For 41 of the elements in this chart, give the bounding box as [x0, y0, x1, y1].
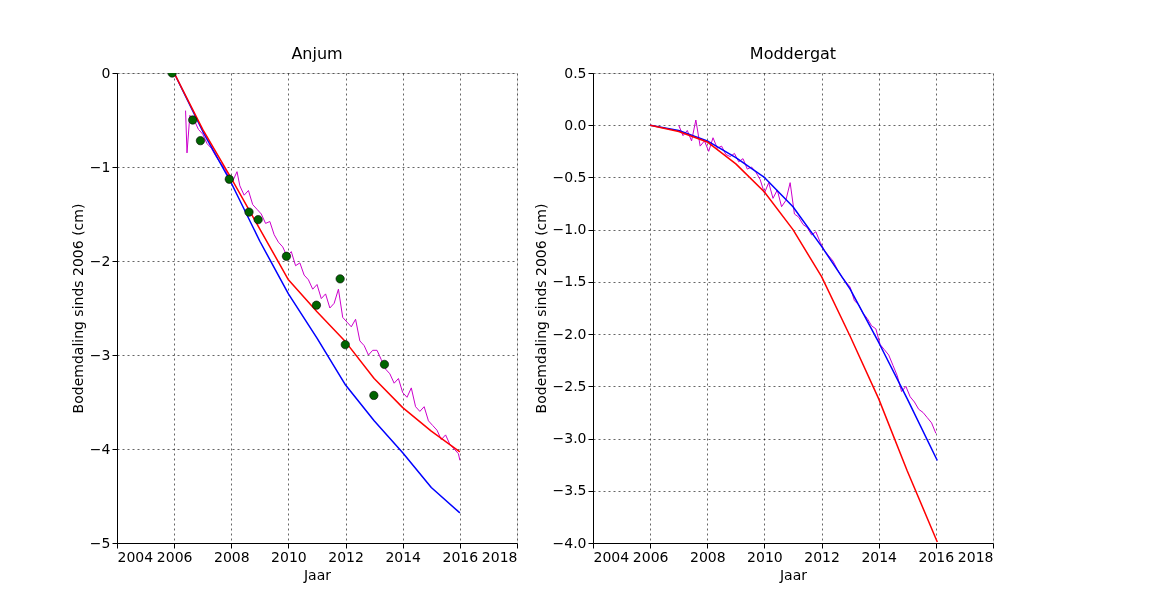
x-tick-label: 2006	[156, 548, 193, 565]
y-tick-label: −2.5	[552, 377, 587, 394]
y-tick-label: 0.0	[564, 116, 587, 133]
chart-title: Moddergat	[749, 44, 837, 63]
x-tick-label: 2014	[861, 548, 898, 565]
x-tick-label: 2016	[442, 548, 479, 565]
x-tick-label: 2018	[957, 548, 994, 565]
line-series	[678, 119, 937, 434]
x-tick-label: 2018	[481, 548, 518, 565]
line-series	[185, 110, 461, 461]
x-tick-label: 2016	[918, 548, 955, 565]
y-tick-label: −1	[89, 158, 111, 175]
y-tick-label: −3.5	[552, 482, 587, 499]
x-tick-label: 2008	[213, 548, 250, 565]
x-tick-label: 2010	[271, 548, 307, 565]
y-tick-label: −4	[89, 440, 111, 457]
x-tick-label: 2014	[385, 548, 422, 565]
y-tick-label: −3	[89, 346, 111, 363]
x-tick-label: 2004	[593, 548, 630, 565]
y-tick-label: −5	[89, 534, 111, 551]
x-axis-title: Jaar	[302, 566, 332, 583]
y-tick-label: −2.0	[552, 325, 587, 342]
x-tick-label: 2008	[689, 548, 726, 565]
y-tick-label: −2	[89, 252, 111, 269]
y-tick-label: −4.0	[552, 534, 587, 551]
x-tick-label: 2012	[804, 548, 840, 565]
x-tick-label: 2006	[632, 548, 669, 565]
chart-title: Anjum	[291, 44, 343, 63]
y-tick-label: 0	[101, 64, 111, 81]
line-series	[649, 124, 939, 543]
y-axis-title: Bodemdaling sinds 2006 (cm)	[532, 203, 549, 414]
x-tick-label: 2004	[117, 548, 154, 565]
x-tick-label: 2012	[328, 548, 364, 565]
y-tick-label: −1.0	[552, 221, 587, 238]
y-tick-label: 0.5	[564, 64, 587, 81]
y-tick-label: −0.5	[552, 168, 587, 185]
y-tick-label: −3.0	[552, 430, 587, 447]
y-axis-title: Bodemdaling sinds 2006 (cm)	[69, 203, 86, 414]
y-tick-label: −1.5	[552, 273, 587, 290]
x-tick-label: 2010	[747, 548, 783, 565]
x-axis-title: Jaar	[778, 566, 808, 583]
